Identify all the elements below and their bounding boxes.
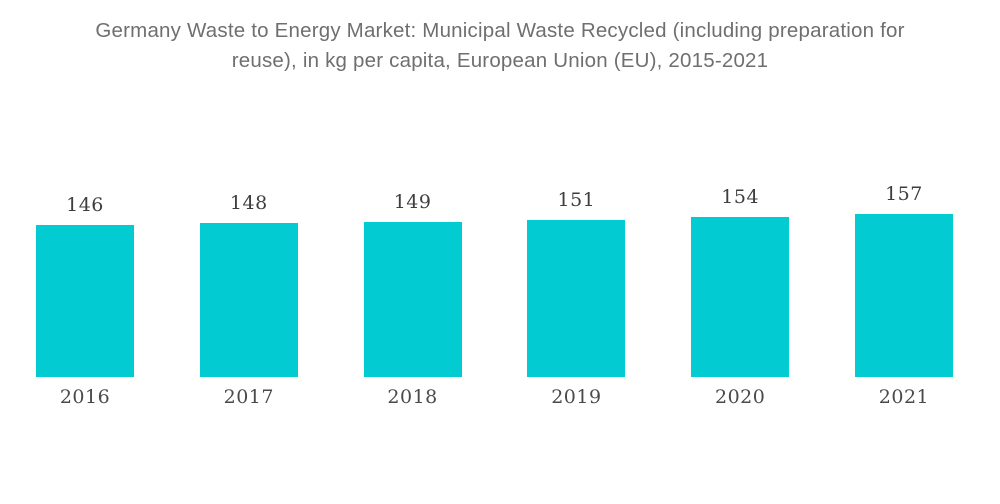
bar-value-label: 157 — [885, 183, 923, 205]
bar — [527, 220, 626, 377]
x-axis-tick-label: 2020 — [715, 386, 766, 408]
x-axis-tick-label: 2021 — [878, 386, 930, 408]
bar — [691, 217, 790, 377]
bar-group: 146 2016 — [36, 194, 134, 408]
x-axis-tick-label: 2018 — [387, 386, 438, 408]
bar — [363, 222, 462, 377]
bar-group: 151 2019 — [527, 189, 626, 408]
bar-group: 154 2020 — [691, 186, 790, 408]
bar-value-label: 149 — [393, 191, 432, 213]
x-axis-tick-label: 2019 — [551, 386, 602, 408]
x-axis-tick-label: 2017 — [223, 386, 274, 408]
bar-group: 149 2018 — [363, 191, 462, 408]
x-axis-tick-label: 2016 — [59, 386, 111, 408]
bar-group: 157 2021 — [854, 183, 953, 408]
chart-title: Germany Waste to Energy Market: Municipa… — [0, 16, 1000, 76]
chart-title-line-2: reuse), in kg per capita, European Union… — [231, 49, 769, 72]
chart-title-line-1: Germany Waste to Energy Market: Municipa… — [95, 19, 905, 42]
bar-value-label: 154 — [721, 186, 760, 208]
plot-area: 146 2016 148 2017 149 2018 151 2019 154 2020 157 20… — [36, 0, 953, 408]
bar — [199, 223, 298, 377]
bar-value-label: 148 — [229, 192, 268, 214]
bar-value-label: 146 — [66, 194, 104, 216]
bar-group: 148 2017 — [199, 192, 298, 408]
bar — [854, 214, 953, 377]
bar-value-label: 151 — [557, 189, 596, 211]
bar — [36, 225, 134, 377]
